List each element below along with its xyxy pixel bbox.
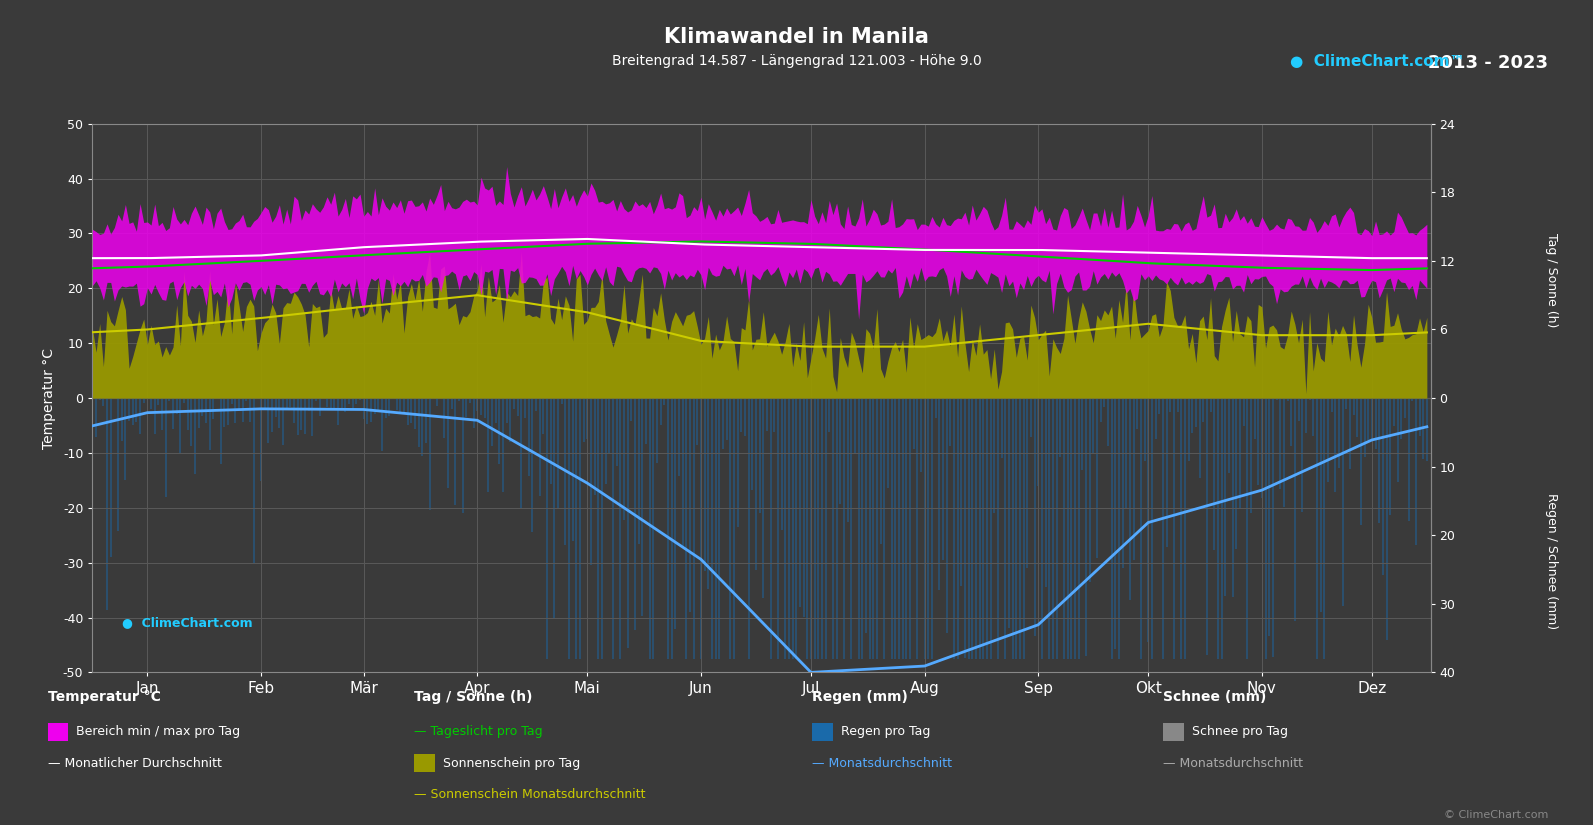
Text: — Monatlicher Durchschnitt: — Monatlicher Durchschnitt bbox=[48, 757, 221, 770]
Text: Sonnenschein pro Tag: Sonnenschein pro Tag bbox=[443, 757, 580, 770]
Text: — Monatsdurchschnitt: — Monatsdurchschnitt bbox=[812, 757, 953, 770]
Text: Temperatur °C: Temperatur °C bbox=[48, 691, 161, 704]
Text: Regen / Schnee (mm): Regen / Schnee (mm) bbox=[1545, 493, 1558, 629]
Text: ●  ClimeChart.com: ● ClimeChart.com bbox=[121, 616, 252, 629]
Y-axis label: Temperatur °C: Temperatur °C bbox=[41, 347, 56, 449]
Text: Bereich min / max pro Tag: Bereich min / max pro Tag bbox=[76, 725, 241, 738]
Text: Schnee pro Tag: Schnee pro Tag bbox=[1192, 725, 1287, 738]
Text: — Tageslicht pro Tag: — Tageslicht pro Tag bbox=[414, 725, 543, 738]
Text: Schnee (mm): Schnee (mm) bbox=[1163, 691, 1266, 704]
Text: Regen (mm): Regen (mm) bbox=[812, 691, 908, 704]
Text: — Monatsdurchschnitt: — Monatsdurchschnitt bbox=[1163, 757, 1303, 770]
Text: Klimawandel in Manila: Klimawandel in Manila bbox=[664, 27, 929, 47]
Text: 2013 - 2023: 2013 - 2023 bbox=[1429, 54, 1548, 72]
Text: ●  ClimeChart.com™: ● ClimeChart.com™ bbox=[1290, 54, 1466, 68]
Text: © ClimeChart.com: © ClimeChart.com bbox=[1443, 810, 1548, 820]
Text: Regen pro Tag: Regen pro Tag bbox=[841, 725, 930, 738]
Text: Tag / Sonne (h): Tag / Sonne (h) bbox=[414, 691, 532, 704]
Text: Breitengrad 14.587 - Längengrad 121.003 - Höhe 9.0: Breitengrad 14.587 - Längengrad 121.003 … bbox=[612, 54, 981, 68]
Text: Tag / Sonne (h): Tag / Sonne (h) bbox=[1545, 233, 1558, 328]
Text: — Sonnenschein Monatsdurchschnitt: — Sonnenschein Monatsdurchschnitt bbox=[414, 788, 645, 801]
